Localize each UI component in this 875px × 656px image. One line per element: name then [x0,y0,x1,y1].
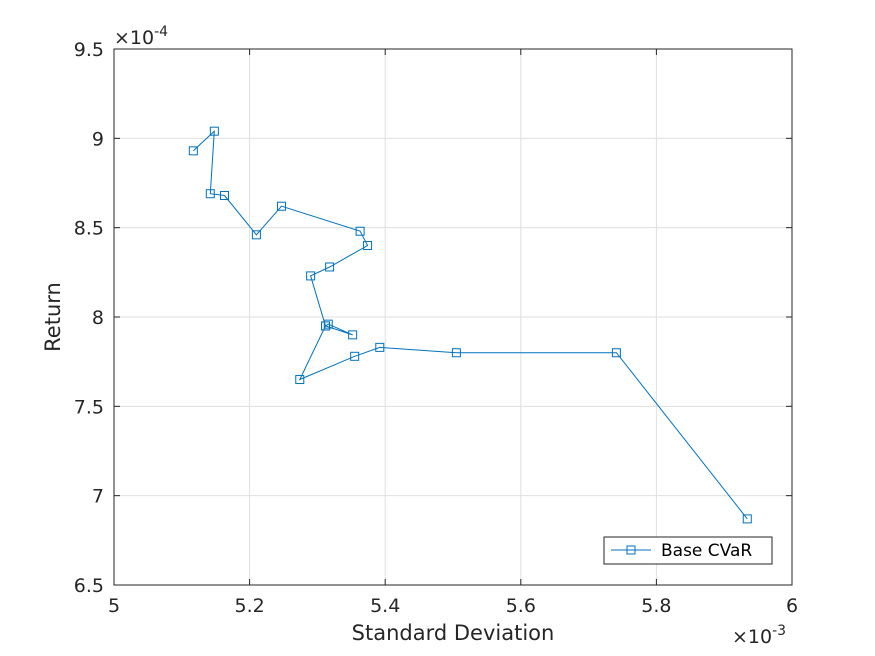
x-tick-label: 6 [786,595,798,617]
data-point-marker [451,348,461,358]
y-tick-label: 8 [92,307,104,329]
x-tick-label: 5.8 [641,595,671,617]
y-tick-label: 6.5 [74,575,104,597]
y-tick-label: 9.5 [74,39,104,61]
data-point-marker [209,126,219,136]
data-point-marker [188,146,198,156]
data-point-marker [220,191,230,201]
x-tick-label: 5 [108,595,120,617]
data-point-marker [276,201,286,211]
data-point-marker [350,351,360,361]
data-point-marker [348,330,358,340]
grid [114,49,792,585]
data-point-marker [251,230,261,240]
x-axis-title: Standard Deviation [352,621,555,645]
y-tick-label: 8.5 [74,218,104,240]
axis-ticks: 5 5.2 5.4 5.6 5.8 6 6.5 7 7.5 8 8.5 9 9.5 [74,39,798,617]
data-point-marker [611,348,621,358]
data-point-marker [323,319,333,329]
data-point-marker [321,321,331,331]
x-axis-multiplier: ×10-3 [732,623,786,648]
data-point-marker [295,375,305,385]
data-point-marker [375,342,385,352]
data-point-marker [325,262,335,272]
y-tick-label: 7.5 [74,396,104,418]
data-point-marker [355,226,365,236]
legend-label: Base CVaR [661,541,752,561]
y-axis-multiplier: ×10-4 [114,24,168,49]
data-point-marker [742,514,752,524]
x-tick-label: 5.6 [506,595,536,617]
y-axis-title: Return [41,282,65,352]
x-tick-label: 5.4 [370,595,400,617]
x-tick-label: 5.2 [234,595,264,617]
legend: Base CVaR [603,536,773,565]
data-point-marker [363,241,373,251]
y-tick-label: 7 [92,486,104,508]
legend-marker-square [626,545,636,555]
y-tick-label: 9 [92,128,104,150]
data-point-marker [306,271,316,281]
data-point-marker [205,189,215,199]
series-layer [188,126,752,524]
